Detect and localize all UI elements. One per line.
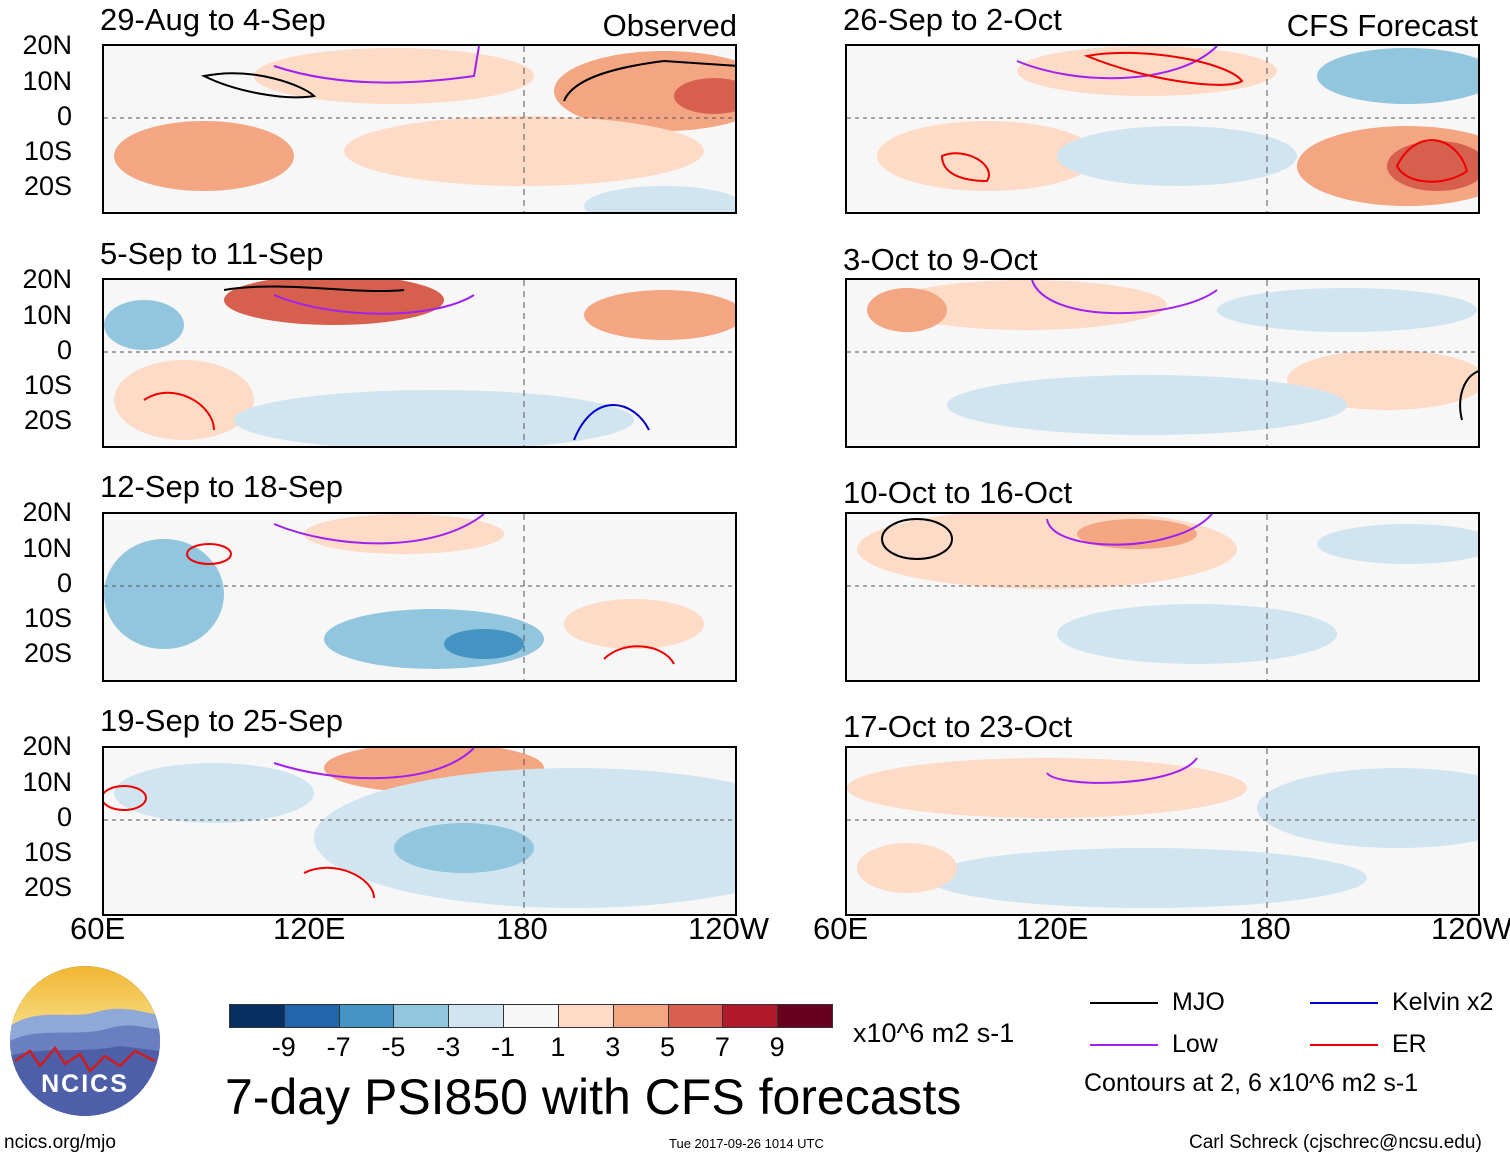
colorbar-tick-label: -7 <box>326 1032 351 1062</box>
lon-label: 60E <box>70 911 126 946</box>
panel-label-observed: Observed <box>602 8 737 43</box>
legend-line-mjo <box>1090 1002 1158 1004</box>
map-panel-2 <box>102 278 737 448</box>
map-panel-7 <box>845 512 1480 682</box>
lat-label: 20S <box>23 171 72 201</box>
lat-label: 20N <box>22 731 72 761</box>
legend-label-low: Low <box>1172 1030 1218 1058</box>
legend-line-er <box>1310 1044 1378 1046</box>
logo-text: NCICS <box>41 1070 129 1098</box>
lon-label: 60E <box>813 911 869 946</box>
map-panel-6 <box>845 278 1480 448</box>
lat-label: 20N <box>22 264 72 294</box>
lat-label: 10S <box>23 603 72 633</box>
lat-label: 10S <box>23 136 72 166</box>
lat-label: 20N <box>22 497 72 527</box>
map-panel-8 <box>845 746 1480 916</box>
colorbar-tick-label: 1 <box>550 1032 566 1062</box>
lat-label: 10N <box>22 300 72 330</box>
lat-label: 20S <box>23 872 72 902</box>
lat-label: 20S <box>23 405 72 435</box>
lat-label: 0 <box>56 101 72 131</box>
colorbar-tick-label: -9 <box>271 1032 296 1062</box>
contour-note: Contours at 2, 6 x10^6 m2 s-1 <box>1084 1069 1419 1097</box>
colorbar-cell <box>722 1004 779 1028</box>
colorbar-cell <box>777 1004 833 1028</box>
legend-label-er: ER <box>1392 1030 1427 1058</box>
map-panel-4 <box>102 746 737 916</box>
colorbar-tick-label: -1 <box>491 1032 516 1062</box>
lat-label: 10S <box>23 370 72 400</box>
colorbar-cell <box>393 1004 450 1028</box>
colorbar-tick-label: -5 <box>381 1032 406 1062</box>
panel-title-6: 3-Oct to 9-Oct <box>843 242 1038 277</box>
colorbar-tick-label: 3 <box>605 1032 621 1062</box>
footer-site: ncics.org/mjo <box>4 1132 116 1153</box>
legend-label-kelvin: Kelvin x2 <box>1392 988 1494 1016</box>
colorbar-cell <box>229 1004 285 1028</box>
colorbar-cell <box>338 1004 395 1028</box>
map-panel-1 <box>102 44 737 214</box>
legend-line-low <box>1090 1044 1158 1046</box>
colorbar-tick-label: 7 <box>714 1032 730 1062</box>
map-panel-5 <box>845 44 1480 214</box>
colorbar-units: x10^6 m2 s-1 <box>853 1018 1015 1048</box>
lat-label: 20S <box>23 638 72 668</box>
map-panel-3 <box>102 512 737 682</box>
panel-label-cfs: CFS Forecast <box>1286 8 1478 43</box>
panel-title-8: 17-Oct to 23-Oct <box>843 709 1073 744</box>
lat-label: 10N <box>22 767 72 797</box>
legend-line-kelvin <box>1310 1002 1378 1004</box>
colorbar-cell <box>283 1004 340 1028</box>
colorbar-cell <box>557 1004 614 1028</box>
panel-title-1: 29-Aug to 4-Sep <box>100 2 326 37</box>
lon-label: 120W <box>688 911 769 946</box>
colorbar-cell <box>667 1004 724 1028</box>
lon-label: 180 <box>496 911 548 946</box>
panel-title-3: 12-Sep to 18-Sep <box>100 469 344 504</box>
colorbar-cell <box>503 1004 559 1028</box>
colorbar-tick-label: -3 <box>436 1032 461 1062</box>
panel-title-4: 19-Sep to 25-Sep <box>100 703 344 738</box>
lat-label: 0 <box>56 568 72 598</box>
lat-label: 10S <box>23 837 72 867</box>
lon-label: 120E <box>273 911 346 946</box>
colorbar-cell <box>612 1004 669 1028</box>
footer-credit: Carl Schreck (cjschrec@ncsu.edu) <box>1189 1132 1482 1153</box>
legend-label-mjo: MJO <box>1172 988 1225 1016</box>
ncics-logo: NCICS <box>10 966 160 1116</box>
panel-title-5: 26-Sep to 2-Oct <box>843 2 1062 37</box>
lat-label: 10N <box>22 66 72 96</box>
lon-label: 120E <box>1016 911 1089 946</box>
panel-title-2: 5-Sep to 11-Sep <box>100 236 324 271</box>
lon-label: 120W <box>1431 911 1510 946</box>
lat-label: 0 <box>56 335 72 365</box>
lat-label: 10N <box>22 533 72 563</box>
footer-timestamp: Tue 2017-09-26 1014 UTC <box>669 1136 824 1151</box>
colorbar-tick-label: 9 <box>769 1032 785 1062</box>
lat-label: 0 <box>56 802 72 832</box>
lon-label: 180 <box>1239 911 1291 946</box>
colorbar-tick-label: 5 <box>660 1032 676 1062</box>
lat-label: 20N <box>22 30 72 60</box>
colorbar <box>229 1004 833 1028</box>
panel-title-7: 10-Oct to 16-Oct <box>843 475 1073 510</box>
colorbar-cell <box>448 1004 505 1028</box>
figure-title: 7-day PSI850 with CFS forecasts <box>225 1069 962 1125</box>
